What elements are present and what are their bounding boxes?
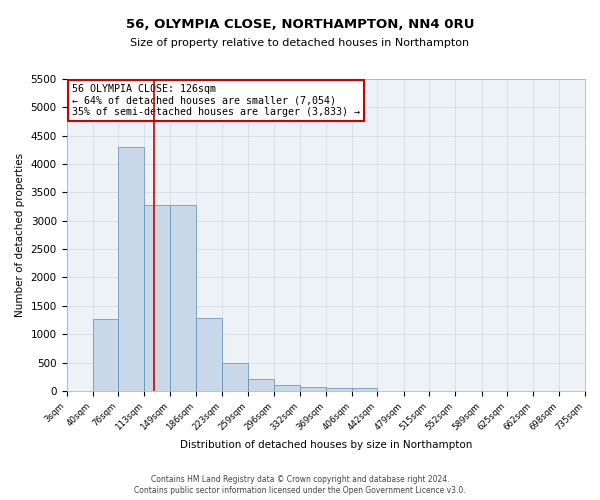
Bar — [145, 205, 170, 391]
Bar — [118, 147, 145, 391]
Text: Contains public sector information licensed under the Open Government Licence v3: Contains public sector information licen… — [134, 486, 466, 495]
X-axis label: Distribution of detached houses by size in Northampton: Distribution of detached houses by size … — [179, 440, 472, 450]
Bar — [326, 388, 352, 391]
Text: Contains HM Land Registry data © Crown copyright and database right 2024.: Contains HM Land Registry data © Crown c… — [151, 475, 449, 484]
Bar — [196, 318, 223, 391]
Bar — [170, 205, 196, 391]
Bar — [248, 379, 274, 391]
Bar — [274, 385, 299, 391]
Bar — [299, 386, 326, 391]
Text: 56, OLYMPIA CLOSE, NORTHAMPTON, NN4 0RU: 56, OLYMPIA CLOSE, NORTHAMPTON, NN4 0RU — [126, 18, 474, 30]
Y-axis label: Number of detached properties: Number of detached properties — [15, 153, 25, 317]
Text: Size of property relative to detached houses in Northampton: Size of property relative to detached ho… — [130, 38, 470, 48]
Bar — [223, 363, 248, 391]
Bar — [352, 388, 377, 391]
Text: 56 OLYMPIA CLOSE: 126sqm
← 64% of detached houses are smaller (7,054)
35% of sem: 56 OLYMPIA CLOSE: 126sqm ← 64% of detach… — [72, 84, 360, 117]
Bar — [93, 319, 118, 391]
